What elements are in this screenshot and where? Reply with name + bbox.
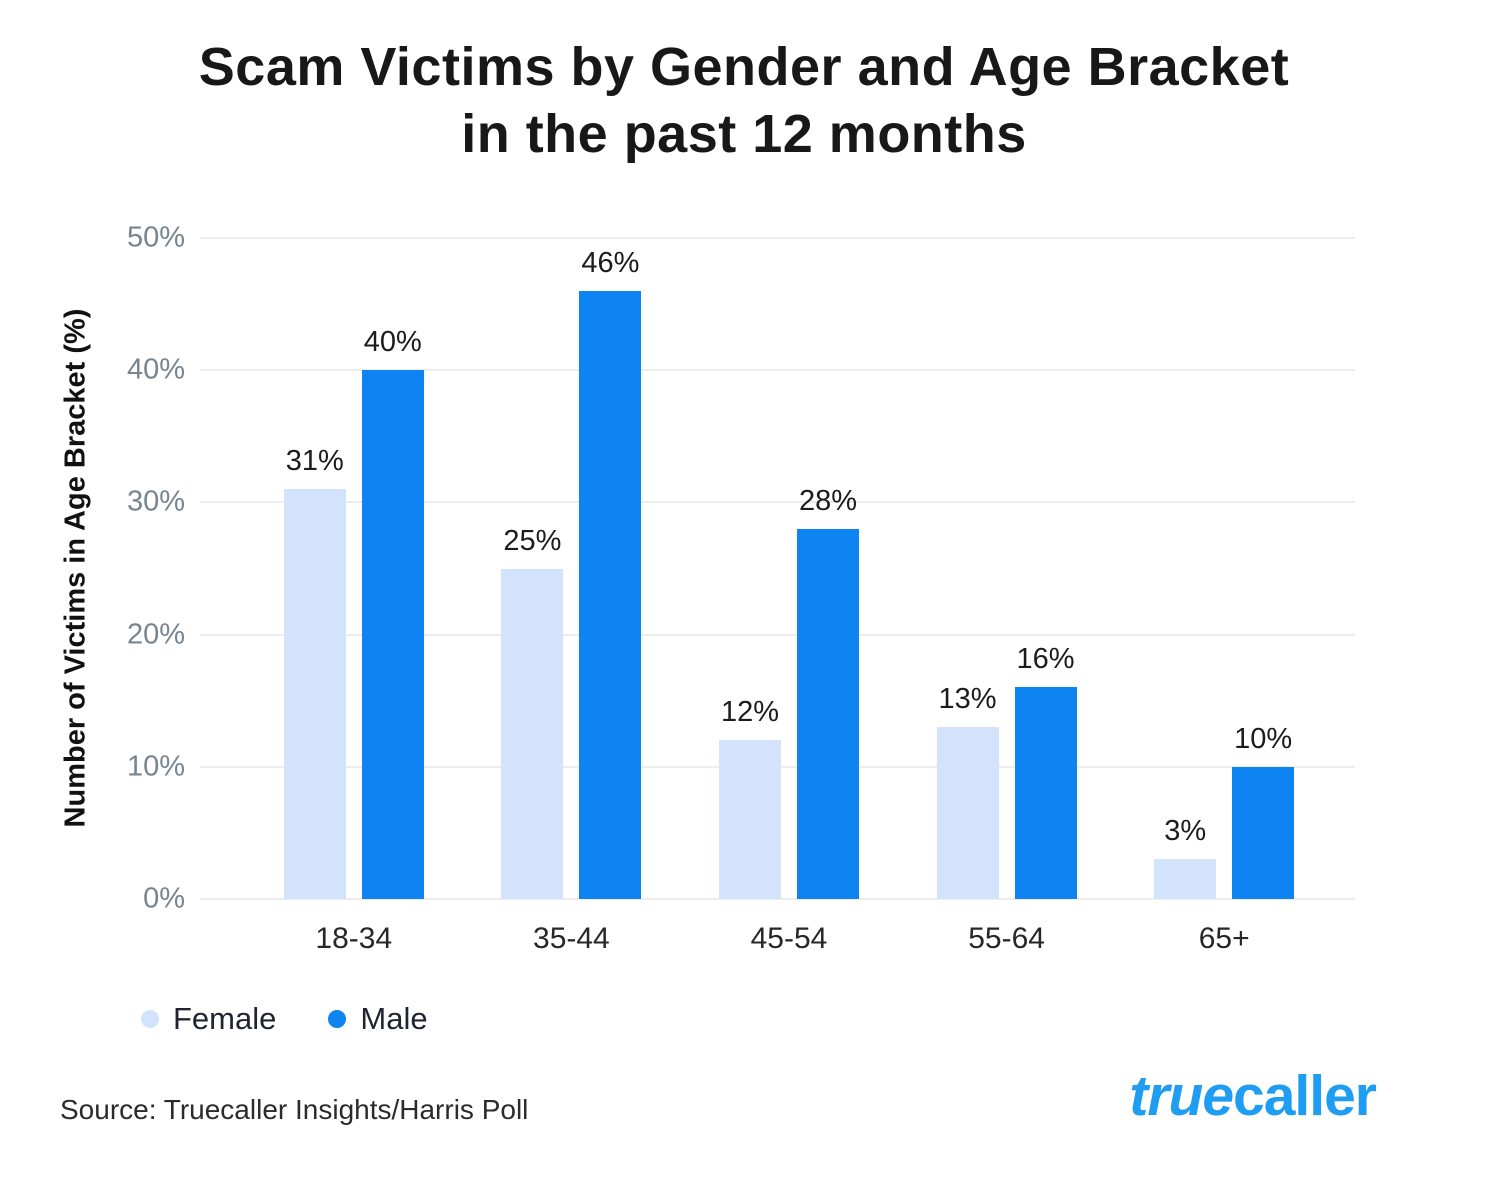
bar-male-65+: 10%	[1232, 723, 1295, 899]
y-tick-label: 0%	[143, 882, 185, 915]
x-axis-labels: 18-34 35-44 45-54 55-64 65+	[245, 922, 1333, 956]
bar-value-label: 40%	[363, 326, 422, 359]
y-axis-tick-labels: 50% 40% 30% 20% 10% 0%	[0, 222, 185, 915]
x-axis-label-35-44: 35-44	[533, 922, 610, 955]
bar-value-label: 16%	[1016, 643, 1075, 676]
gridline	[200, 501, 1355, 504]
chart-title: Scam Victims by Gender and Age Bracket i…	[0, 34, 1488, 168]
gridline	[200, 237, 1355, 239]
bar-female-18-34: 31%	[283, 445, 346, 899]
legend-item-female: Female	[141, 1001, 276, 1037]
bar-group-35-44: 25% 46%	[463, 238, 681, 899]
legend-dot-male	[328, 1010, 347, 1028]
bar-value-label: 3%	[1164, 815, 1207, 848]
y-tick-label: 40%	[126, 353, 185, 386]
x-axis-label-18-34: 18-34	[315, 922, 393, 955]
truecaller-logo: truecaller	[1129, 1068, 1377, 1125]
bars-area: 31% 40% 25% 46% 12% 28% 13% 16% 3% 10%	[245, 238, 1333, 899]
legend-dot-female	[141, 1010, 159, 1028]
bar-group-18-34: 31% 40%	[245, 238, 463, 899]
legend-item-male: Male	[328, 1001, 428, 1037]
x-axis-label-45-54: 45-54	[750, 922, 828, 955]
bar-value-label: 46%	[581, 246, 640, 279]
y-tick-label: 10%	[126, 750, 185, 783]
bar-female-35-44: 25%	[501, 525, 564, 899]
chart-title-line2: in the past 12 months	[461, 103, 1027, 164]
bar-male-18-34: 40%	[361, 326, 424, 899]
truecaller-logo-true: true	[1129, 1064, 1234, 1128]
bar-value-label: 10%	[1234, 722, 1293, 755]
bar-value-label: 13%	[938, 683, 997, 716]
bar-male-55-64: 16%	[1014, 643, 1077, 899]
legend: Female Male	[141, 1001, 428, 1037]
bar-value-label: 28%	[798, 484, 858, 517]
gridline	[200, 633, 1355, 636]
bar-group-55-64: 13% 16%	[898, 238, 1116, 899]
bar-value-label: 12%	[720, 696, 780, 729]
gridline	[200, 369, 1355, 372]
bar-value-label: 31%	[285, 445, 344, 478]
x-axis-label-65+: 65+	[1198, 922, 1250, 955]
truecaller-logo-caller: caller	[1233, 1064, 1377, 1128]
bar-female-55-64: 13%	[936, 683, 999, 899]
bar-male-35-44: 46%	[579, 247, 642, 899]
bar-male-45-54: 28%	[796, 485, 859, 899]
bar-female-45-54: 12%	[718, 696, 781, 899]
y-tick-label: 20%	[126, 618, 185, 651]
bar-value-label: 25%	[503, 524, 562, 557]
y-tick-label: 50%	[126, 221, 185, 254]
legend-label-male: Male	[360, 1001, 428, 1036]
source-text: Source: Truecaller Insights/Harris Poll	[60, 1094, 529, 1125]
bar-group-45-54: 12% 28%	[680, 238, 898, 899]
gridline	[200, 898, 1355, 900]
legend-label-female: Female	[173, 1001, 277, 1036]
x-axis-label-55-64: 55-64	[968, 922, 1045, 955]
chart-title-line1: Scam Victims by Gender and Age Bracket	[198, 37, 1290, 97]
y-tick-label: 30%	[126, 485, 185, 518]
bar-group-65+: 3% 10%	[1115, 238, 1333, 899]
bar-female-65+: 3%	[1154, 815, 1217, 899]
